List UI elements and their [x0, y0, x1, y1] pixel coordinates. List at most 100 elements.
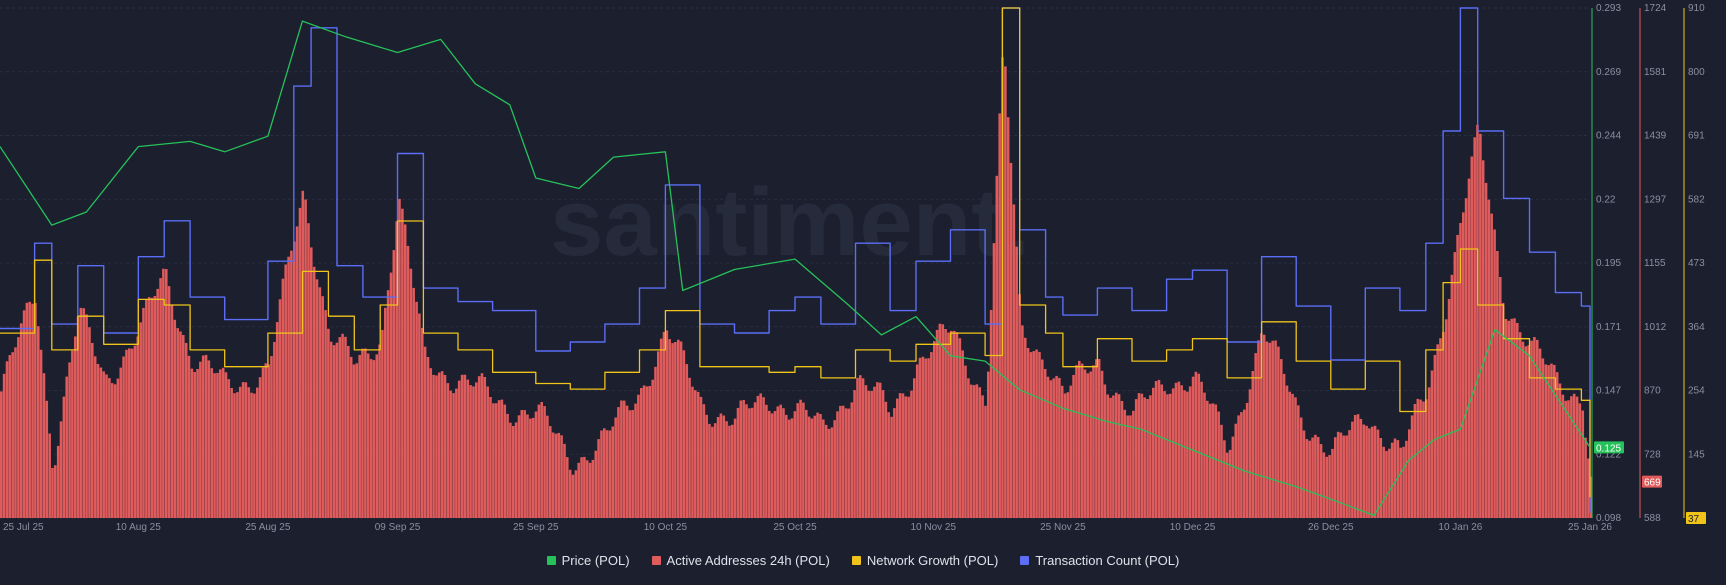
active-addresses-bar — [807, 416, 811, 518]
active-addresses-bar — [22, 310, 26, 518]
legend-item-active-addresses[interactable]: Active Addresses 24h (POL) — [651, 553, 830, 568]
active-addresses-bar — [1260, 333, 1263, 518]
active-addresses-bar — [1436, 344, 1439, 518]
active-addresses-bar — [688, 377, 691, 518]
legend-item-transaction-count[interactable]: Transaction Count (POL) — [1020, 553, 1179, 568]
active-addresses-bar — [378, 344, 381, 518]
active-addresses-bar — [1402, 446, 1405, 518]
active-addresses-bar — [531, 417, 535, 518]
active-addresses-bar — [1043, 369, 1047, 518]
active-addresses-bar — [1555, 372, 1559, 518]
network-growth-tick-label: 364 — [1688, 322, 1705, 333]
active-addresses-bar — [1427, 387, 1431, 518]
active-addresses-bar — [1254, 353, 1257, 518]
active-addresses-bar — [1524, 346, 1528, 518]
active-addresses-bar — [1314, 434, 1317, 518]
legend-item-price[interactable]: Price (POL) — [546, 553, 630, 568]
active-addresses-bar — [975, 384, 979, 518]
active-addresses-bar — [665, 330, 669, 518]
active-addresses-bar — [1334, 437, 1337, 518]
active-addresses-bar — [1234, 423, 1238, 518]
active-addresses-bar — [1245, 402, 1249, 518]
active-addresses-bar — [1089, 371, 1092, 518]
active-addresses-bar — [224, 372, 228, 518]
active-addresses-bar — [207, 360, 211, 518]
active-addresses-bar — [514, 422, 518, 518]
legend-item-network-growth[interactable]: Network Growth (POL) — [851, 553, 998, 568]
active-addresses-bar — [108, 378, 111, 518]
active-addresses-tick-label: 870 — [1644, 386, 1661, 397]
active-addresses-bar — [799, 399, 802, 518]
active-addresses-bar — [1086, 373, 1090, 518]
active-addresses-bar — [1453, 252, 1457, 518]
active-addresses-bar — [457, 380, 461, 518]
active-addresses-bar — [187, 355, 191, 518]
active-addresses-bar — [79, 307, 83, 518]
active-addresses-bar — [603, 428, 606, 518]
active-addresses-bar — [779, 404, 782, 518]
active-addresses-bar — [375, 354, 379, 518]
active-addresses-bar — [494, 403, 498, 518]
active-addresses-bar — [856, 377, 859, 518]
active-addresses-bar — [497, 400, 501, 518]
active-addresses-bar — [258, 377, 262, 518]
active-addresses-bar — [577, 462, 580, 518]
active-addresses-bar — [950, 330, 953, 518]
active-addresses-bar — [549, 426, 552, 518]
active-addresses-bar — [1154, 381, 1158, 518]
active-addresses-bar — [1248, 389, 1252, 518]
active-addresses-bar — [1140, 393, 1144, 518]
network-growth-current-badge — [1686, 512, 1706, 524]
active-addresses-bar — [429, 368, 433, 518]
active-addresses-bar — [1095, 359, 1098, 518]
active-addresses-bar — [1501, 302, 1505, 518]
active-addresses-bar — [969, 384, 973, 518]
active-addresses-bar — [640, 388, 643, 518]
active-addresses-bar — [1075, 365, 1078, 518]
active-addresses-bar — [125, 349, 128, 518]
active-addresses-bar — [785, 414, 788, 518]
active-addresses-bar — [642, 385, 646, 518]
active-addresses-bar — [1225, 452, 1229, 518]
active-addresses-bar — [560, 435, 563, 518]
active-addresses-bar — [679, 341, 683, 518]
active-addresses-bar — [156, 288, 159, 518]
active-addresses-bar — [438, 372, 441, 518]
price-tick-label: 0.244 — [1596, 131, 1621, 142]
active-addresses-current-value: 669 — [1644, 478, 1661, 489]
active-addresses-bar — [432, 374, 435, 518]
active-addresses-bar — [1171, 388, 1175, 518]
active-addresses-bar — [1032, 351, 1036, 518]
active-addresses-bar — [978, 387, 982, 518]
active-addresses-bar — [1336, 431, 1340, 518]
active-addresses-bar — [512, 426, 515, 518]
active-addresses-bar — [529, 418, 532, 518]
price-current-value: 0.125 — [1596, 443, 1621, 454]
active-addresses-bar — [241, 382, 245, 518]
active-addresses-bar — [1166, 394, 1169, 518]
active-addresses-bar — [318, 287, 322, 518]
active-addresses-bar — [1214, 404, 1218, 518]
active-addresses-bar — [725, 421, 728, 518]
active-addresses-bar — [1103, 384, 1107, 518]
active-addresses-bar — [1376, 429, 1380, 518]
price-tick-label: 0.195 — [1596, 258, 1621, 269]
active-addresses-bar — [352, 364, 356, 518]
active-addresses-bar — [28, 301, 31, 518]
active-addresses-bar — [324, 310, 327, 518]
active-addresses-bar — [1493, 229, 1496, 518]
active-addresses-bar — [719, 413, 723, 518]
active-addresses-bar — [1123, 409, 1127, 518]
active-addresses-bar — [844, 408, 848, 518]
active-addresses-bar — [184, 342, 188, 518]
active-addresses-bar — [540, 402, 543, 518]
active-addresses-bar — [622, 400, 626, 518]
active-addresses-bar — [440, 371, 444, 518]
active-addresses-bar — [42, 373, 46, 518]
active-addresses-bar — [486, 386, 489, 518]
active-addresses-tick-label: 588 — [1644, 513, 1661, 524]
active-addresses-bar — [1558, 383, 1562, 518]
active-addresses-bar — [1507, 320, 1511, 518]
x-tick-label: 25 Oct 25 — [773, 522, 817, 533]
active-addresses-bar — [1470, 156, 1474, 518]
